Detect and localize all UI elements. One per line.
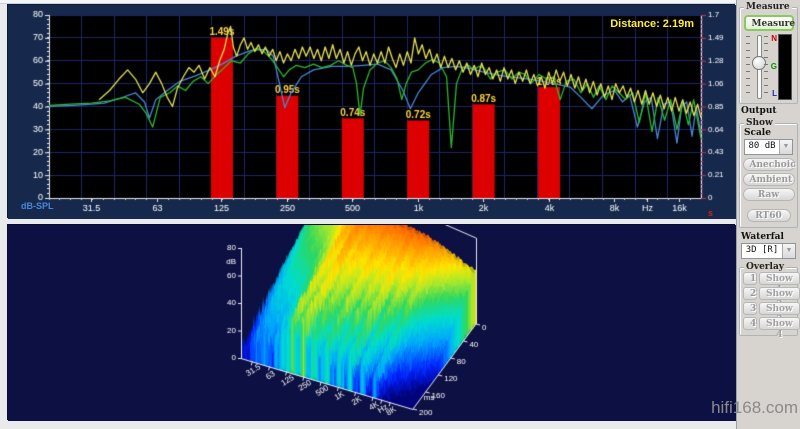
overlay-show-3-button[interactable]: Show 3 — [759, 302, 800, 325]
output-label: Output — [741, 106, 777, 116]
distance-readout: Distance: 2.19m — [610, 18, 694, 30]
overlay-row: 2 Show 2 — [743, 287, 800, 310]
overlay-2-button[interactable]: 2 — [743, 287, 757, 300]
input-level-meter: N G L — [769, 34, 792, 100]
rt60-button[interactable]: RT60 — [746, 209, 791, 222]
meter-letter-n: N — [771, 34, 777, 43]
scale-select-value: 80 dB — [748, 141, 776, 151]
waterfall-mode-select[interactable]: 3D [R] ▼ — [741, 243, 796, 259]
overlay-row: 4 Show 4 — [743, 317, 800, 340]
overlay-group-label: Overlay — [744, 262, 787, 272]
overlay-show-1-button[interactable]: Show 1 — [759, 272, 800, 295]
waterfall-mode-value: 3D [R] — [745, 245, 779, 255]
meter-letter-l: L — [772, 89, 777, 98]
waterfall-3d-canvas[interactable] — [8, 225, 736, 421]
overlay-show-2-button[interactable]: Show 2 — [759, 287, 800, 310]
anechoic-button[interactable]: Anechoic — [742, 158, 796, 171]
measure-group-label: Measure — [744, 2, 792, 12]
ambient-button[interactable]: Ambient — [742, 173, 795, 186]
scale-select[interactable]: 80 dB ▼ — [744, 139, 793, 155]
scale-label: Scale — [744, 128, 771, 138]
meter-scale-letters: N G L — [769, 34, 778, 98]
y-axis-title: dB-SPL — [21, 201, 54, 211]
raw-button[interactable]: Raw — [742, 188, 795, 201]
right-axis-unit: s — [708, 208, 714, 218]
overlay-group: Overlay 1 Show 1 2 Show 2 3 Show 3 4 Sho… — [739, 262, 800, 340]
waterfall-panel — [7, 224, 736, 421]
meter-bar — [778, 34, 792, 100]
output-level-slider[interactable] — [745, 34, 769, 99]
level-controls: N G L — [742, 34, 795, 100]
slider-ticks-right-icon — [764, 36, 768, 96]
control-sidebar: Measure Measure N G L — [736, 0, 800, 429]
scale-select-arrow-icon[interactable]: ▼ — [779, 140, 792, 154]
overlay-4-button[interactable]: 4 — [743, 317, 757, 330]
meter-letter-g: G — [770, 61, 777, 71]
slider-ticks-left-icon — [746, 36, 750, 96]
waterfall-mode-arrow-icon[interactable]: ▼ — [782, 244, 795, 258]
show-group: Show Scale 80 dB ▼ Anechoic Ambient Raw … — [739, 118, 798, 228]
overlay-3-button[interactable]: 3 — [743, 302, 757, 315]
spl-rt60-chart-panel: Distance: 2.19m dB-SPL s — [7, 4, 736, 219]
overlay-show-4-button[interactable]: Show 4 — [759, 317, 800, 340]
watermark: hifi168.com — [711, 398, 798, 417]
measure-button[interactable]: Measure — [743, 15, 795, 31]
measure-group: Measure Measure N G L — [739, 2, 798, 104]
show-group-label: Show — [744, 118, 775, 128]
spl-rt60-chart-canvas[interactable] — [8, 5, 736, 219]
overlay-row: 1 Show 1 — [743, 272, 800, 295]
overlay-row: 3 Show 3 — [743, 302, 800, 325]
overlay-1-button[interactable]: 1 — [743, 272, 757, 285]
waterfall-label: Waterfal — [741, 232, 784, 242]
